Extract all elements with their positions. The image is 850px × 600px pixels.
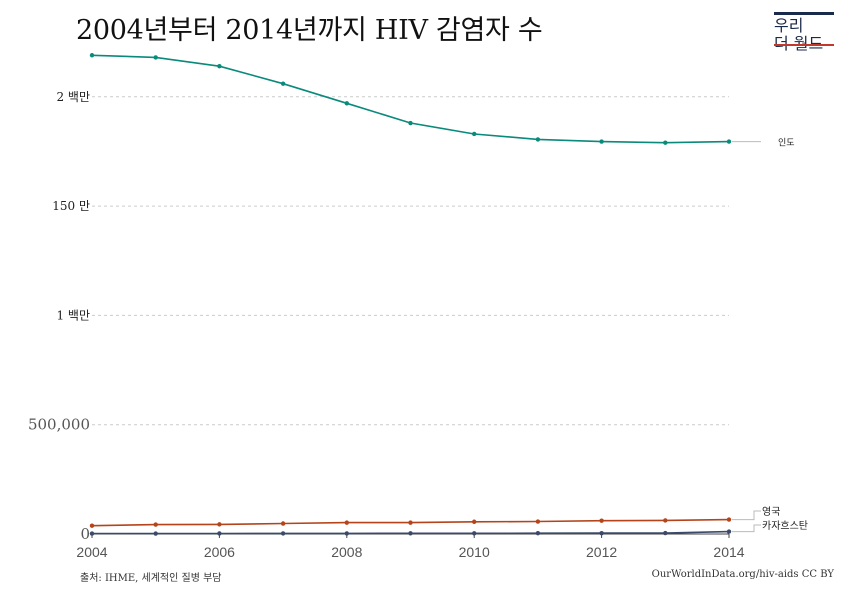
data-point [472,131,477,137]
data-point [217,63,222,69]
series-layer [89,53,732,536]
data-point [344,520,349,525]
logo-line-2: 더 월드 [774,35,834,53]
publisher-logo[interactable]: 우리 더 월드 [774,12,834,53]
data-point [280,81,286,86]
data-point [535,519,541,524]
data-point [472,531,477,536]
data-point [408,120,413,126]
credit-link[interactable]: OurWorldInData.org/hiv-aids CC BY [651,569,834,580]
data-point [599,518,604,523]
data-point [535,531,541,536]
x-tick-label: 2004 [76,544,107,560]
y-tick-label: 2 백만 [56,90,90,104]
data-point [663,530,668,536]
data-point [89,523,95,528]
data-point [726,517,732,522]
data-point [535,137,541,142]
data-point [89,531,95,536]
data-point [344,531,349,536]
grid-layer [92,96,729,426]
data-point [217,522,222,527]
label-connector [732,524,761,533]
chart-title: 2004년부터 2014년까지 HIV 감염자 수 [76,15,543,46]
x-axis: 2004 2006 2008 2010 2012 2014 [76,533,745,560]
data-point [408,520,413,525]
data-point [663,518,668,523]
logo-line-1: 우리 [774,16,804,35]
data-point [153,55,158,60]
y-tick-label: 1 백만 [56,308,90,322]
data-point [599,530,604,536]
y-tick-label: 150 만 [52,199,90,213]
data-point [153,531,158,536]
source-note: 출처: IHME, 세계적인 질병 부담 [80,573,222,584]
data-point [217,531,222,536]
data-point [153,522,158,527]
series-label: 인도 [778,138,795,149]
data-point [408,531,413,536]
data-point [726,139,732,144]
x-tick-label: 2006 [204,544,235,560]
series-line-india [91,54,730,144]
data-point [663,140,668,145]
y-tick-label: 0 [80,525,90,543]
x-tick-label: 2008 [331,544,362,560]
series-label: 영국 [762,506,780,518]
y-axis: 0 500,000 1 백만 150 만 2 백만 [28,90,90,543]
data-point [280,521,286,526]
data-point [89,53,95,58]
x-tick-label: 2014 [713,544,744,560]
logo-top-bar [774,12,834,15]
y-tick-label: 500,000 [28,416,90,434]
series-label: 카자흐스탄 [762,520,808,532]
data-point [472,519,477,524]
data-point [344,101,349,106]
x-tick-label: 2012 [586,544,617,560]
data-point [280,531,286,536]
data-point [599,139,604,144]
x-tick-label: 2010 [459,544,490,560]
label-connector [732,510,761,521]
data-point [726,529,732,534]
